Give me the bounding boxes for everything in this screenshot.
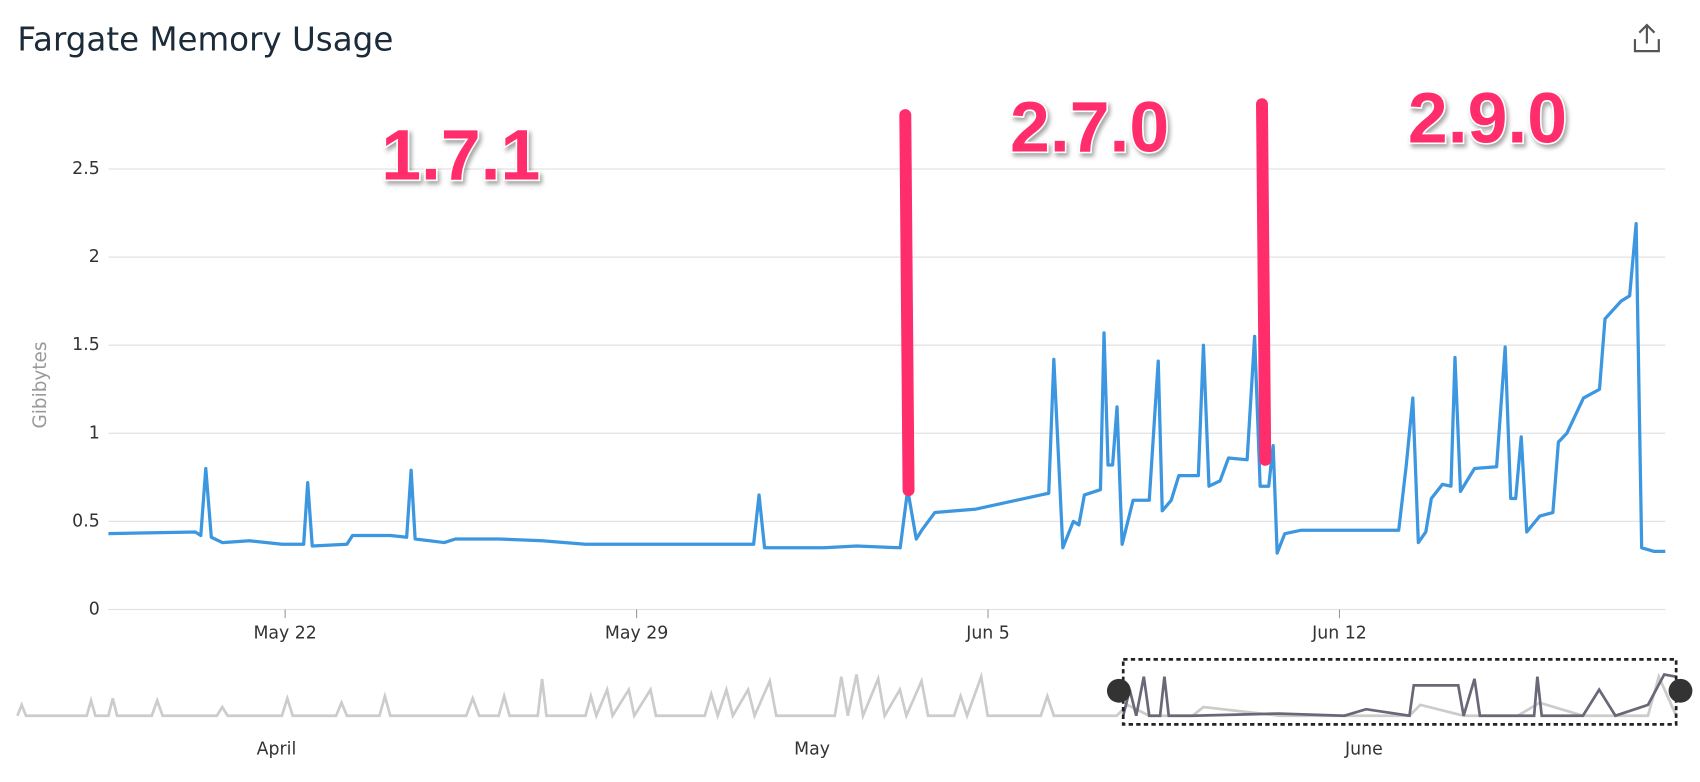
y-tick-label: 0 (89, 599, 100, 619)
overview-selected-line (1121, 673, 1677, 718)
y-tick-label: 1.5 (72, 335, 100, 355)
series-line (108, 221, 1666, 555)
overview-tick-label: May (794, 739, 830, 759)
y-tick-label: 2.5 (72, 159, 100, 179)
x-tick-label: May 29 (605, 623, 668, 643)
plot: 0 0.5 1 1.5 2 2.5 May 22 May 29 Jun 5 Jun 12 (72, 159, 1666, 643)
export-icon (1633, 39, 1660, 53)
y-tick-label: 1 (89, 423, 100, 443)
selection-handle[interactable] (1668, 678, 1693, 703)
y-tick-label: 2 (89, 247, 100, 267)
x-tick-label: Jun 5 (965, 623, 1010, 643)
overview-line (16, 671, 1678, 721)
export-button[interactable] (1633, 23, 1660, 53)
annotation: 2.9.0 (1408, 79, 1567, 159)
x-tick-label: May 22 (253, 623, 316, 643)
annotation: 1.7.1 (381, 116, 540, 196)
release-marker (1256, 98, 1272, 466)
overview[interactable]: April May June (16, 657, 1693, 759)
x-tick-label: Jun 12 (1311, 623, 1367, 643)
y-tick-label: 0.5 (72, 511, 100, 531)
overview-tick-label: April (257, 739, 297, 759)
chart-title: Fargate Memory Usage (17, 20, 393, 58)
overview-tick-label: June (1344, 739, 1383, 759)
selection-handle[interactable] (1106, 678, 1131, 703)
y-axis-label: Gibibytes (30, 342, 51, 429)
release-marker (899, 109, 915, 497)
annotation: 2.7.0 (1010, 87, 1169, 167)
export-icon (1638, 23, 1656, 44)
